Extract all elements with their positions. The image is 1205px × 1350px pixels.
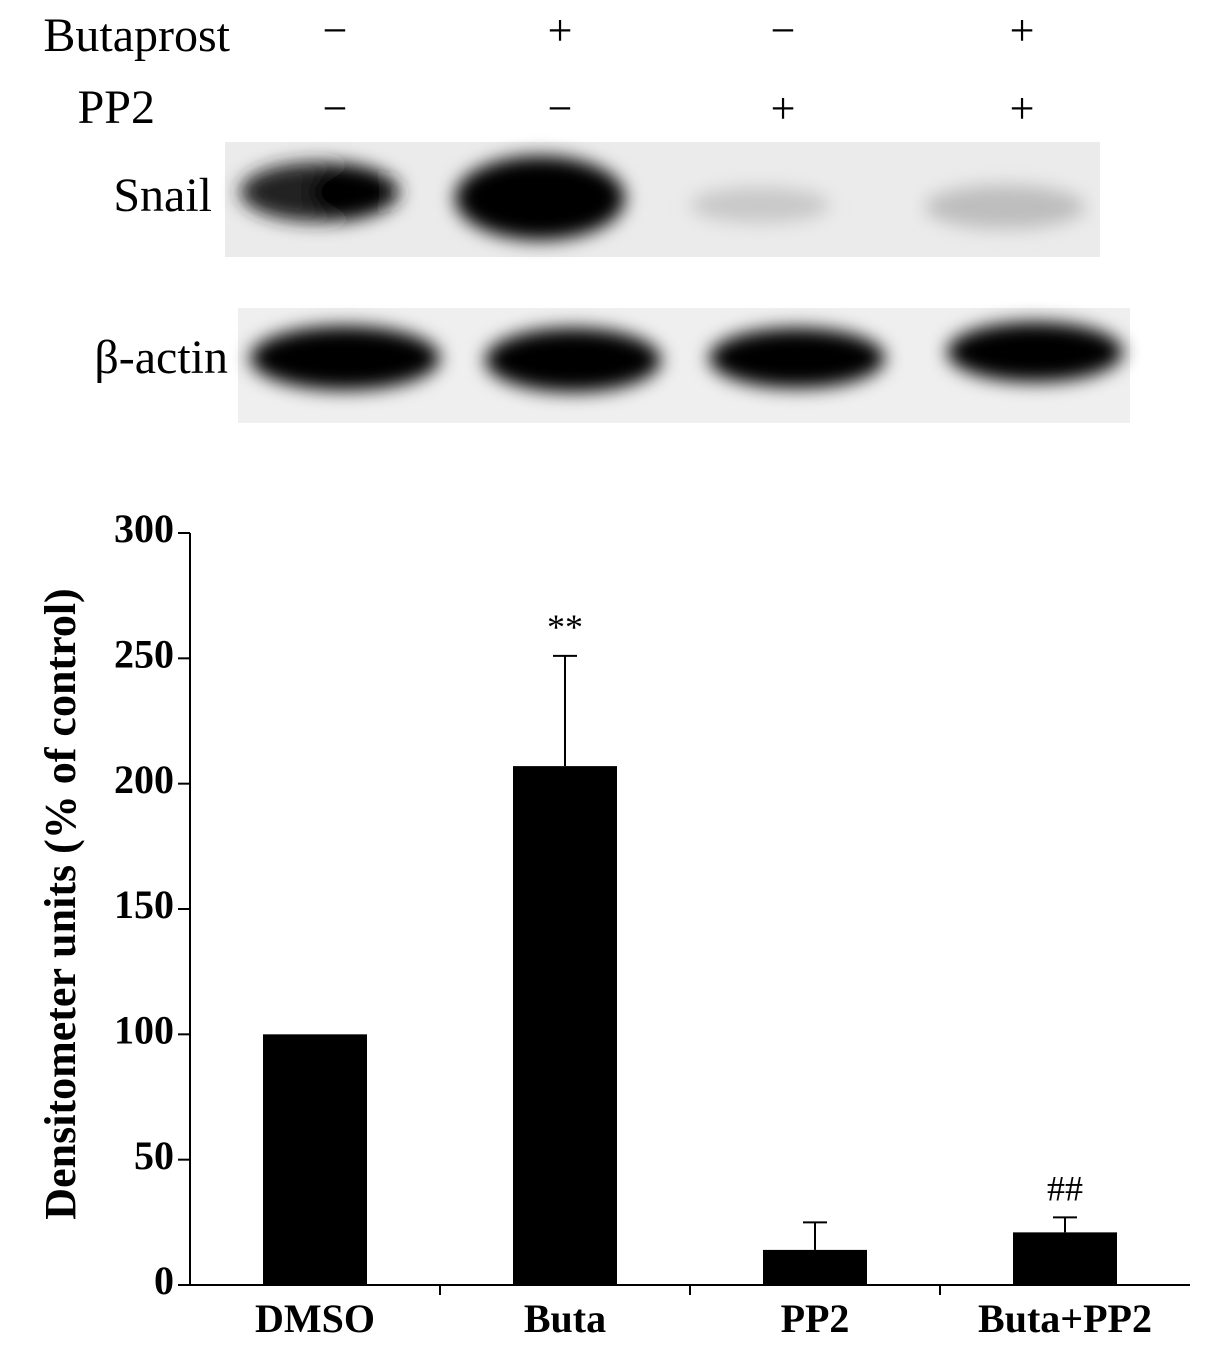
treatment-label: Butaprost <box>43 9 230 62</box>
band-label: Snail <box>113 169 212 222</box>
band-label: β-actin <box>94 331 228 384</box>
y-tick-label: 50 <box>134 1133 174 1178</box>
treatment-sign: + <box>1010 84 1035 133</box>
error-bar <box>1053 1216 1077 1233</box>
x-tick-label: PP2 <box>781 1296 850 1341</box>
significance-mark: ## <box>1047 1169 1083 1209</box>
x-tick-label: Buta+PP2 <box>978 1296 1152 1341</box>
treatment-sign: − <box>323 84 348 133</box>
y-tick-label: 150 <box>114 882 174 927</box>
snail-bands <box>240 156 1085 240</box>
y-tick-label: 0 <box>154 1258 174 1303</box>
y-tick-label: 100 <box>114 1008 174 1053</box>
treatment-sign: − <box>548 84 573 133</box>
treatment-sign: + <box>771 84 796 133</box>
actin-bands <box>250 322 1123 392</box>
treatment-sign: + <box>1010 6 1035 55</box>
significance-mark: ** <box>547 607 583 647</box>
error-bar <box>803 1221 827 1250</box>
y-tick-label: 300 <box>114 506 174 551</box>
y-tick-label: 200 <box>114 757 174 802</box>
bar <box>1013 1232 1117 1285</box>
bar <box>263 1034 367 1285</box>
treatment-sign: − <box>771 6 796 55</box>
error-bar <box>553 654 577 767</box>
x-tick-label: DMSO <box>255 1296 375 1341</box>
x-tick-label: Buta <box>524 1296 606 1341</box>
bar <box>763 1249 867 1285</box>
treatment-sign: − <box>323 6 348 55</box>
bar <box>513 766 617 1285</box>
y-axis-label: Densitometer units (% of control) <box>36 588 85 1219</box>
treatment-sign: + <box>548 6 573 55</box>
y-tick-label: 250 <box>114 632 174 677</box>
treatment-label: PP2 <box>78 81 155 134</box>
